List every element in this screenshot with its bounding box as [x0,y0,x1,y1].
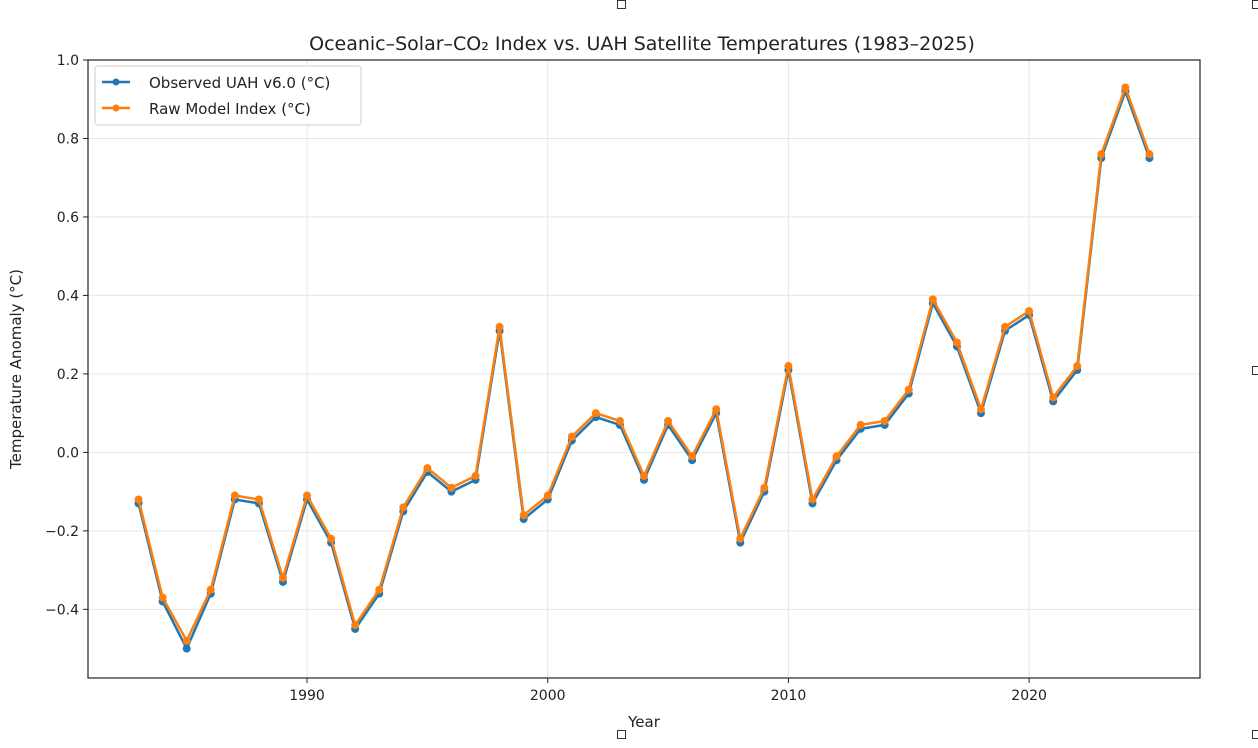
legend-marker-observed [112,78,120,86]
resize-handle-top[interactable] [617,0,626,9]
data-point-model [567,432,576,441]
data-point-model [327,534,336,543]
data-point-model [519,511,528,520]
data-point-model [760,483,769,492]
x-tick-label: 2010 [771,688,807,704]
y-axis-label: Temperature Anomaly (°C) [7,269,25,470]
data-point-model [375,585,384,594]
y-tick-label: 0.8 [57,131,79,147]
x-tick-label: 1990 [289,688,325,704]
data-point-model [736,534,745,543]
resize-handle-bottom[interactable] [617,730,626,739]
data-point-model [904,385,913,394]
data-point-model [784,362,793,371]
data-point-model [134,495,143,504]
data-point-model [1001,322,1010,331]
legend-marker-model [112,104,120,112]
data-point-model [447,483,456,492]
data-point-model [664,416,673,425]
data-point-model [278,573,287,582]
y-tick-label: 0.2 [57,367,79,383]
y-tick-label: −0.2 [45,524,79,540]
data-point-model [712,405,721,414]
data-point-model [640,471,648,480]
resize-handle-top-right[interactable] [1252,0,1258,9]
data-point-model [1049,393,1058,402]
y-tick-label: 1.0 [57,53,79,69]
data-point-model [303,491,312,500]
legend-label-model: Raw Model Index (°C) [149,100,311,118]
data-point-model [230,491,239,500]
data-point-model [182,636,191,645]
data-point-model [591,409,600,418]
data-point-model [1073,362,1082,371]
data-point-model [615,416,624,425]
x-axis-label: Year [627,713,661,731]
data-point-model [471,471,480,480]
plot-frame [87,59,1201,679]
data-point-observed [182,644,191,653]
data-point-model [976,405,985,414]
y-tick-label: 0.0 [57,445,79,461]
legend-label-observed: Observed UAH v6.0 (°C) [149,74,330,92]
data-point-model [1145,150,1154,159]
resize-handle-bottom-right[interactable] [1252,730,1258,739]
y-tick-label: 0.4 [57,288,79,304]
data-point-model [158,593,167,602]
data-point-model [928,295,937,304]
data-point-model [688,452,697,461]
data-point-model [1025,307,1034,316]
data-point-model [399,503,408,512]
legend: Observed UAH v6.0 (°C) Raw Model Index (… [94,65,362,126]
resize-handle-right[interactable] [1252,366,1258,375]
y-tick-label: −0.4 [45,602,79,618]
data-point-model [952,338,961,347]
data-point-model [1121,83,1130,92]
data-point-model [254,495,263,504]
chart-title: Oceanic–Solar–CO₂ Index vs. UAH Satellit… [309,33,975,55]
data-point-model [351,621,360,630]
data-point-model [832,452,841,461]
data-point-model [808,495,817,504]
data-point-model [495,322,504,331]
series-line-observed [137,90,1151,650]
x-tick-label: 2020 [1011,688,1047,704]
data-point-model [206,585,215,594]
data-point-model [1097,150,1106,159]
data-point-model [423,464,432,473]
data-point-model [880,416,889,425]
y-tick-label: 0.6 [57,210,79,226]
x-tick-label: 2000 [530,688,566,704]
data-point-model [543,491,552,500]
data-point-model [856,420,865,429]
